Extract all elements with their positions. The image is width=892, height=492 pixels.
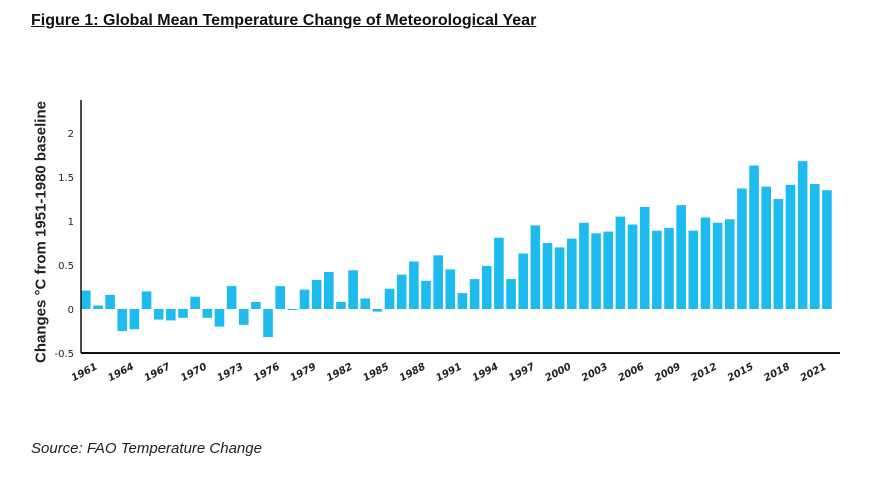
- bar-1976: [263, 309, 273, 338]
- bar-1995: [494, 237, 504, 309]
- x-tick-label: 1976: [252, 361, 282, 384]
- y-tick-label: 1.5: [58, 173, 74, 184]
- bar-1994: [481, 265, 492, 309]
- x-tick-label: 1961: [70, 361, 100, 384]
- source-note: Source: FAO Temperature Change: [31, 440, 262, 457]
- chart-title: Figure 1: Global Mean Temperature Change…: [31, 12, 537, 29]
- bar-1984: [360, 298, 371, 309]
- x-tick-label: 2006: [616, 361, 646, 384]
- bar-1978: [287, 309, 298, 310]
- y-tick-label: -0.5: [54, 349, 74, 360]
- bar-1962: [93, 305, 103, 309]
- bar-1992: [457, 293, 468, 309]
- bar-1980: [311, 279, 322, 309]
- bar-1997: [518, 253, 528, 309]
- bar-1989: [421, 280, 431, 309]
- bar-2003: [591, 233, 601, 309]
- bar-1969: [178, 309, 188, 318]
- bar-2017: [761, 186, 771, 309]
- x-tick-label: 2009: [653, 361, 683, 384]
- x-tick-label: 2018: [762, 361, 792, 384]
- bar-2001: [567, 238, 577, 309]
- x-tick-label: 1964: [106, 361, 136, 384]
- bar-1968: [166, 309, 176, 321]
- bar-1965: [129, 309, 140, 330]
- bar-1972: [214, 309, 225, 327]
- bar-1988: [409, 261, 419, 309]
- x-tick-label: 1982: [325, 361, 355, 384]
- bar-1974: [238, 309, 249, 325]
- x-tick-label: 2015: [726, 361, 756, 384]
- bar-1964: [117, 309, 128, 331]
- bar-1999: [542, 243, 553, 309]
- x-tick-label: 1997: [507, 361, 537, 384]
- bar-1975: [251, 301, 261, 309]
- bar-1986: [384, 288, 395, 309]
- x-tick-label: 1967: [143, 361, 173, 384]
- bar-1993: [469, 279, 480, 309]
- bar-2014: [724, 219, 735, 309]
- y-tick-label: 1: [68, 217, 74, 228]
- bar-2022: [822, 190, 832, 309]
- bar-1987: [396, 274, 407, 309]
- bar-1979: [299, 289, 310, 309]
- y-tick-label: 0.5: [58, 261, 74, 272]
- bar-2018: [773, 199, 784, 309]
- x-tick-label: 1988: [398, 361, 428, 384]
- y-axis-label: Changes °C from 1951-1980 baseline: [32, 101, 50, 363]
- bar-2002: [579, 222, 589, 309]
- bar-1981: [324, 272, 334, 309]
- x-tick-label: 1979: [288, 361, 318, 384]
- x-tick-label: 2021: [799, 361, 829, 384]
- bar-2012: [700, 217, 711, 309]
- bar-2008: [652, 230, 662, 309]
- y-tick-label: 0: [68, 305, 74, 316]
- bar-1990: [433, 255, 443, 309]
- bar-2015: [737, 188, 747, 309]
- bar-2019: [785, 184, 796, 309]
- bar-2007: [639, 206, 650, 309]
- x-tick-label: 2003: [580, 361, 610, 384]
- bar-2011: [688, 230, 699, 309]
- bar-1973: [226, 286, 237, 309]
- bar-2021: [810, 184, 820, 309]
- bar-1971: [202, 309, 213, 318]
- bar-1970: [190, 296, 200, 309]
- bar-1996: [506, 279, 516, 309]
- bar-1961: [81, 290, 91, 309]
- x-tick-label: 1973: [216, 361, 246, 384]
- x-tick-label: 2000: [544, 361, 574, 384]
- bar-1963: [105, 294, 115, 309]
- bar-2013: [712, 222, 723, 309]
- bar-2004: [603, 231, 614, 309]
- x-tick-label: 1985: [361, 361, 391, 384]
- bar-1967: [153, 309, 164, 320]
- bar-1977: [275, 286, 285, 309]
- x-tick-label: 1994: [471, 361, 501, 384]
- bar-2000: [554, 247, 565, 309]
- bar-2016: [749, 165, 759, 309]
- bar-2005: [615, 216, 626, 309]
- y-tick-label: 2: [68, 129, 74, 140]
- x-tick-label: 1991: [434, 361, 464, 384]
- bar-1982: [336, 301, 346, 309]
- bar-2010: [676, 205, 686, 309]
- bar-1991: [445, 269, 456, 309]
- bar-1966: [141, 291, 152, 309]
- bar-1985: [372, 309, 383, 312]
- bar-1983: [348, 270, 358, 309]
- bar-2020: [797, 161, 808, 309]
- bar-1998: [530, 225, 541, 309]
- x-tick-label: 2012: [689, 361, 719, 384]
- x-tick-label: 1970: [179, 361, 209, 384]
- bar-2006: [627, 224, 638, 309]
- bar-2009: [664, 228, 674, 309]
